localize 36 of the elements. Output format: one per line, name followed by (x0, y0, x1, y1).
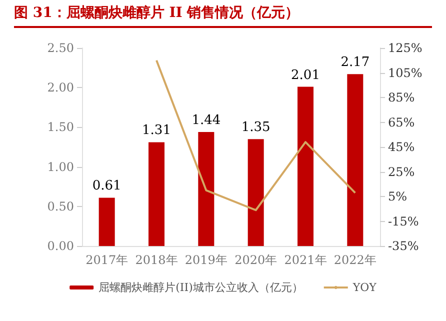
x-tick-label: 2019年 (184, 253, 228, 267)
y-tick-label: 0.50 (47, 199, 74, 214)
data-label: 2.01 (291, 68, 320, 83)
y-tick-label: 1.00 (47, 160, 74, 174)
y-tick-label: 2.50 (47, 41, 74, 55)
y-tick-label: 1.50 (47, 120, 74, 134)
bar (148, 142, 164, 246)
bar (198, 132, 214, 246)
y2-tick-label: 5% (388, 190, 408, 204)
y2-tick-label: 105% (388, 66, 422, 80)
data-label: 1.44 (192, 112, 221, 128)
y2-tick-label: 45% (388, 140, 415, 154)
legend-label: YOY (352, 281, 378, 294)
y2-tick-label: 65% (388, 115, 415, 130)
y-tick-label: 0.00 (47, 239, 74, 253)
x-tick-label: 2020年 (234, 253, 278, 267)
y2-tick-label: -35% (388, 239, 419, 253)
bar (248, 139, 264, 246)
bar (98, 198, 115, 246)
data-label: 2.17 (340, 55, 370, 70)
x-tick-label: 2022年 (334, 253, 376, 267)
x-tick-label: 2021年 (284, 253, 327, 267)
x-tick-label: 2018年 (135, 253, 178, 267)
y2-tick-label: 25% (388, 164, 415, 179)
y-tick-label: 2.00 (47, 80, 74, 95)
chart-title: 图 31：屈螺酮炔雌醇片 II 销售情况（亿元） (14, 2, 432, 28)
data-label: 1.35 (241, 120, 270, 136)
legend-label: 屈螺酮炔雌醇片(II)城市公立收入（亿元） (98, 281, 303, 294)
data-label: 0.61 (92, 178, 122, 194)
data-label: 1.31 (142, 123, 171, 138)
bar (347, 74, 364, 246)
bar (298, 86, 314, 246)
x-tick-label: 2017年 (86, 253, 128, 267)
y2-tick-label: -15% (388, 214, 419, 228)
y2-tick-label: 125% (388, 41, 422, 55)
y2-tick-label: 85% (388, 90, 415, 104)
